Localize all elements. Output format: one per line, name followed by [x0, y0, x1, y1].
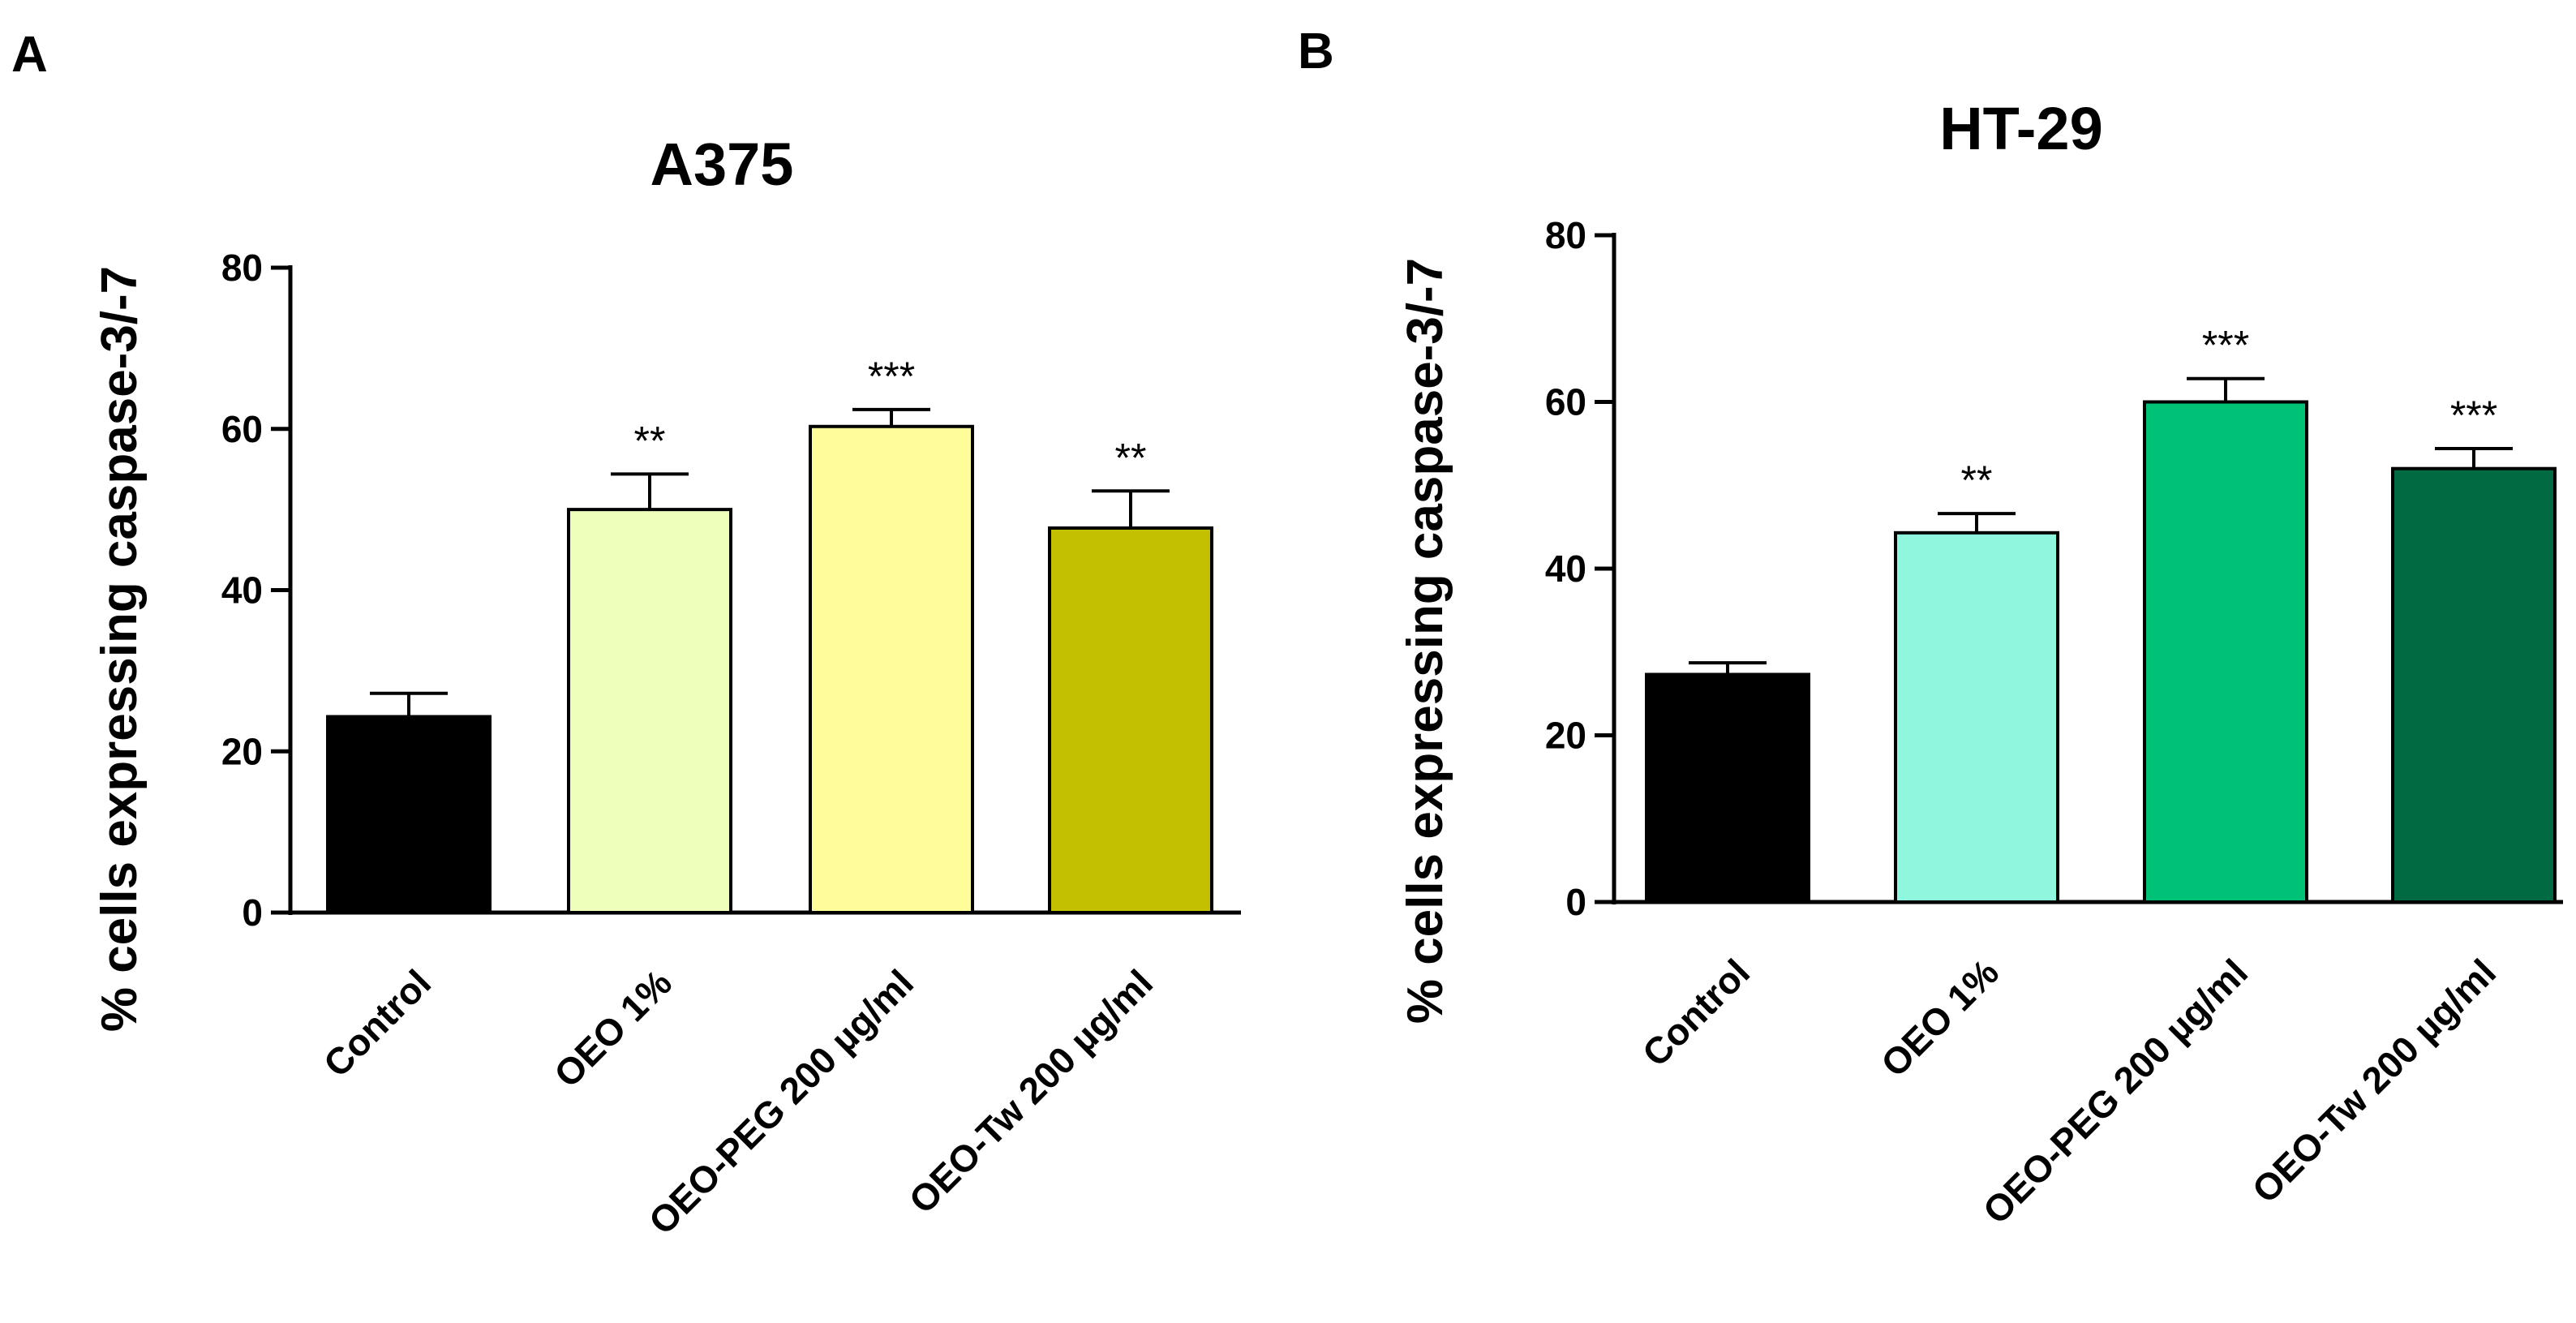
y-tick-label-a-60: 60 [221, 408, 263, 450]
category-label-b-2: OEO-PEG 200 µg/ml [1975, 951, 2256, 1232]
y-tick-label-b-80: 80 [1545, 214, 1586, 256]
plot-area-b: 0 20 40 60 80 Control ** OEO 1% *** OEO-PEG 200 µ… [1545, 214, 2563, 1232]
bar-b-3 [2391, 466, 2557, 904]
category-label-a-2: OEO-PEG 200 µg/ml [641, 961, 922, 1243]
category-label-a-0: Control [316, 961, 439, 1085]
significance-label-b-3: *** [2450, 393, 2497, 438]
panel-letter-a: A [11, 27, 48, 83]
y-tick-label-a-40: 40 [221, 569, 263, 612]
y-axis-label-b: % cells expressing caspase-3/-7 [1397, 258, 1453, 1024]
significance-label-b-2: *** [2202, 323, 2249, 368]
category-label-b-3: OEO-Tw 200 µg/ml [2243, 951, 2504, 1211]
y-tick-label-b-40: 40 [1545, 548, 1586, 590]
y-tick-label-b-0: 0 [1565, 881, 1586, 923]
significance-label-a-1: ** [634, 418, 666, 463]
y-tick-label-a-0: 0 [242, 891, 263, 934]
y-tick-label-a-20: 20 [221, 730, 263, 772]
y-tick-label-a-80: 80 [221, 247, 263, 289]
bar-a-3 [1048, 526, 1213, 914]
significance-label-a-3: ** [1115, 435, 1147, 480]
chart-title-a375: A375 [650, 131, 794, 198]
bar-a-2 [809, 424, 974, 914]
bar-b-1 [1894, 530, 2059, 904]
significance-label-b-1: ** [1961, 457, 1993, 503]
category-label-a-1: OEO 1% [546, 961, 680, 1095]
panel-letter-b: B [1298, 24, 1334, 79]
chart-title-ht29: HT-29 [1939, 95, 2103, 162]
panel-b: B HT-29 % cells expressing caspase-3/-7 … [1298, 24, 2563, 1232]
y-tick-label-b-20: 20 [1545, 715, 1586, 757]
bar-a-0 [326, 715, 492, 914]
panel-a: A A375 % cells expressing caspase-3/-7 0… [11, 27, 1241, 1243]
y-tick-label-b-60: 60 [1545, 381, 1586, 423]
significance-label-a-2: *** [868, 354, 915, 399]
bar-a-1 [567, 508, 732, 914]
bar-b-0 [1645, 672, 1810, 904]
y-axis-label-a: % cells expressing caspase-3/-7 [92, 266, 148, 1032]
bar-b-2 [2143, 400, 2308, 904]
category-label-b-0: Control [1634, 951, 1758, 1074]
category-label-a-3: OEO-Tw 200 µg/ml [900, 961, 1161, 1222]
plot-area-a: 0 20 40 60 80 Control ** OEO 1% *** OEO-PEG 200 µ… [221, 247, 1241, 1243]
category-label-b-1: OEO 1% [1873, 951, 2007, 1085]
